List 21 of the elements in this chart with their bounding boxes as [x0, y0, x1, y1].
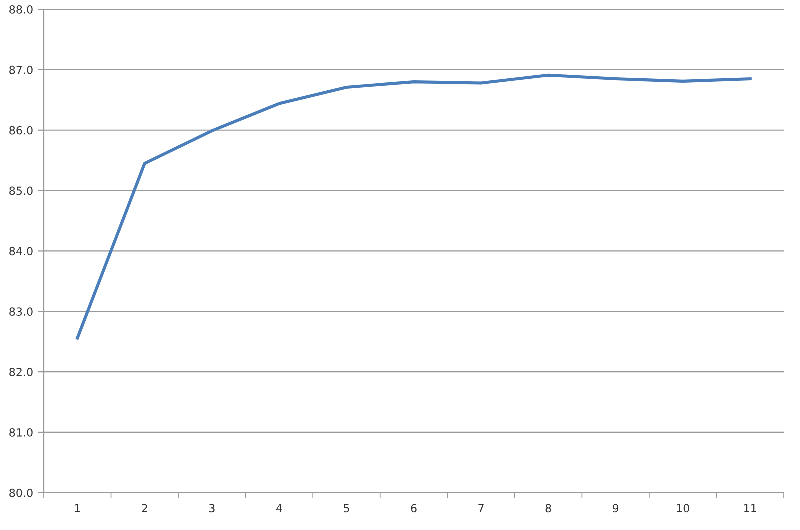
x-tick-label: 10	[677, 504, 690, 513]
y-tick-label: 88.0	[10, 6, 33, 14]
y-tick-label: 80.0	[10, 488, 33, 498]
x-tick-label: 3	[209, 504, 215, 513]
y-tick-label: 87.0	[10, 66, 33, 74]
y-tick-label: 83.0	[10, 308, 33, 316]
y-tick-label: 82.0	[10, 368, 33, 376]
x-tick-label: 1	[75, 504, 80, 512]
x-tick-label: 11	[744, 504, 756, 512]
x-tick-label: 6	[411, 504, 417, 513]
x-tick-label: 8	[546, 504, 552, 513]
x-tick-label: 5	[344, 504, 350, 513]
y-tick-label: 81.0	[10, 428, 33, 437]
x-tick-label: 2	[142, 504, 148, 512]
x-tick-label: 4	[276, 504, 282, 512]
y-tick-label: 84.0	[10, 247, 33, 256]
y-tick-label: 86.0	[10, 126, 33, 135]
line-series	[76, 74, 752, 340]
x-tick-label: 7	[478, 504, 484, 512]
y-tick-label: 85.0	[10, 186, 33, 196]
x-tick-label: 9	[612, 504, 619, 513]
